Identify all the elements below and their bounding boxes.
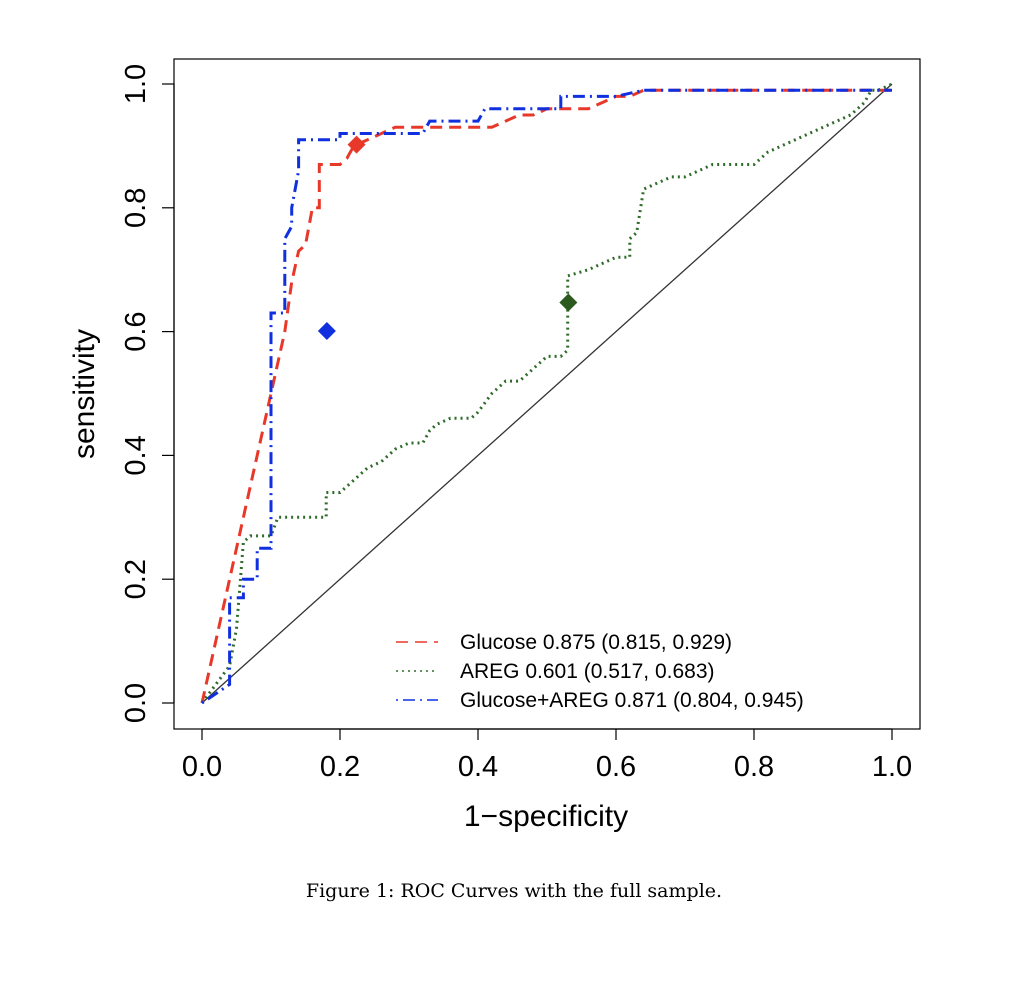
legend-label-areg: AREG 0.601 (0.517, 0.683) — [460, 660, 715, 683]
x-axis-title: 1−specificity — [464, 800, 628, 833]
optimal-point-marker-glucose — [347, 135, 366, 154]
x-tick-label: 0.6 — [596, 751, 636, 783]
optimal-point-marker-areg — [559, 293, 578, 312]
series-line-areg — [200, 82, 893, 704]
marker-layer — [317, 135, 578, 340]
series-layer — [200, 82, 893, 705]
y-tick-label: 0.0 — [120, 683, 152, 723]
x-tick-label: 0.8 — [734, 751, 774, 783]
y-tick-label: 0.2 — [120, 559, 152, 599]
y-tick-label: 0.8 — [120, 188, 152, 228]
roc-chart: 0.0 0.2 0.4 0.6 0.8 1.0 0.0 0.2 0.4 0.6 0.8 1.0 1−… — [68, 58, 921, 833]
reference-diagonal-layer — [201, 83, 893, 704]
legend-label-glucose: Glucose 0.875 (0.815, 0.929) — [460, 631, 732, 654]
figure-caption: Figure 1: ROC Curves with the full sampl… — [305, 880, 723, 902]
legend-label-glucose-areg: Glucose+AREG 0.871 (0.804, 0.945) — [460, 689, 804, 712]
x-tick-label: 0.2 — [320, 751, 360, 783]
y-axis-title: sensitivity — [68, 329, 101, 459]
series-line-glucose-areg — [201, 88, 892, 705]
optimal-point-marker-glucose-areg — [317, 321, 336, 340]
legend: Glucose 0.875 (0.815, 0.929) AREG 0.601 (… — [396, 631, 804, 712]
y-axis: 0.0 0.2 0.4 0.6 0.8 1.0 — [120, 64, 175, 723]
y-tick-label: 0.4 — [120, 435, 152, 475]
x-tick-label: 1.0 — [872, 751, 912, 783]
y-tick-label: 1.0 — [120, 64, 152, 104]
y-tick-label: 0.6 — [120, 311, 152, 351]
x-tick-label: 0.0 — [182, 751, 222, 783]
x-tick-label: 0.4 — [458, 751, 498, 783]
reference-diagonal-line — [201, 83, 893, 704]
x-axis: 0.0 0.2 0.4 0.6 0.8 1.0 — [182, 728, 912, 783]
series-line-glucose — [200, 88, 892, 704]
